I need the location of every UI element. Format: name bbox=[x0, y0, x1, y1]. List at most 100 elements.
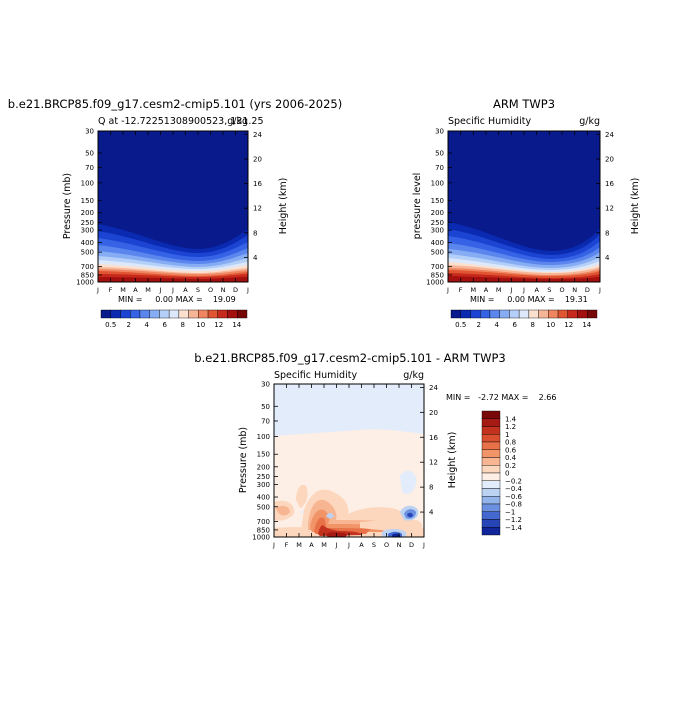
colorbar-swatch bbox=[237, 309, 248, 319]
panel-model-subtitle-left: Q at -12.72251308900523, 131.25 bbox=[98, 116, 264, 127]
panel-obs: ARM TWP3 Specific Humidity g/kg 30 50 70 10… bbox=[412, 97, 641, 329]
colorbar-swatch bbox=[509, 309, 520, 319]
colorbar-swatch bbox=[481, 511, 501, 520]
panel-model-ylabel-left: Pressure (mb) bbox=[62, 173, 73, 239]
x-tick-label: F bbox=[459, 286, 463, 294]
x-tick-label: M bbox=[321, 541, 327, 549]
height-tick-label: 8 bbox=[253, 229, 257, 237]
colorbar-label: 0.2 bbox=[505, 462, 516, 470]
x-tick-label: J bbox=[96, 286, 99, 294]
panel-obs-subtitle-left: Specific Humidity bbox=[448, 116, 531, 127]
colorbar-label: 1 bbox=[505, 431, 509, 439]
y-tick-label: 300 bbox=[257, 481, 270, 489]
colorbar-swatch bbox=[577, 309, 588, 319]
colorbar-label: 14 bbox=[582, 321, 591, 329]
x-tick-label: J bbox=[159, 286, 162, 294]
colorbar-label: −1 bbox=[505, 508, 515, 516]
panel-model-min-max: MIN = 0.00 MAX = 19.09 bbox=[118, 295, 236, 304]
colorbar-swatch bbox=[587, 309, 598, 319]
x-tick-label: D bbox=[585, 286, 590, 294]
y-tick-label: 70 bbox=[261, 417, 270, 425]
panel-obs-title: ARM TWP3 bbox=[493, 97, 555, 111]
y-tick-label: 150 bbox=[257, 451, 270, 459]
y-tick-label: 400 bbox=[431, 239, 444, 247]
diff-upper-negative bbox=[274, 384, 424, 436]
colorbar-swatch bbox=[538, 309, 549, 319]
y-tick-label: 850 bbox=[81, 272, 94, 280]
colorbar-label: −1.4 bbox=[505, 524, 523, 532]
colorbar-swatch bbox=[100, 309, 111, 319]
colorbar-swatch bbox=[450, 309, 461, 319]
panel-model-colorbar: 0.5 2 4 6 8 10 12 14 bbox=[100, 309, 248, 329]
panel-obs-subtitle-right: g/kg bbox=[579, 116, 600, 127]
colorbar-swatch bbox=[481, 488, 501, 497]
colorbar-swatch bbox=[481, 426, 501, 435]
colorbar-swatch bbox=[460, 309, 471, 319]
x-tick-label: A bbox=[183, 286, 188, 294]
colorbar-swatch bbox=[489, 309, 500, 319]
colorbar-swatch bbox=[120, 309, 131, 319]
colorbar-swatch bbox=[188, 309, 199, 319]
x-tick-label: M bbox=[120, 286, 126, 294]
x-tick-label: J bbox=[246, 286, 249, 294]
colorbar-label: 2 bbox=[127, 321, 131, 329]
y-tick-label: 1000 bbox=[76, 279, 94, 287]
x-tick-label: J bbox=[522, 286, 525, 294]
colorbar-label: 0.8 bbox=[505, 439, 516, 447]
panel-obs-min-max: MIN = 0.00 MAX = 19.31 bbox=[470, 295, 588, 304]
y-tick-label: 100 bbox=[81, 179, 94, 187]
y-tick-label: 70 bbox=[85, 164, 94, 172]
x-tick-label: M bbox=[145, 286, 151, 294]
y-tick-label: 300 bbox=[81, 227, 94, 235]
panel-diff-title: b.e21.BRCP85.f09_g17.cesm2-cmip5.101 - A… bbox=[194, 351, 505, 365]
y-tick-label: 250 bbox=[431, 219, 444, 227]
y-tick-label: 30 bbox=[435, 128, 444, 136]
x-tick-label: J bbox=[347, 541, 350, 549]
y-tick-label: 70 bbox=[435, 164, 444, 172]
colorbar-swatch bbox=[129, 309, 141, 319]
panel-diff-subtitle-left: Specific Humidity bbox=[274, 370, 357, 381]
x-tick-label: N bbox=[397, 541, 402, 549]
panel-model-ylabel-right: Height (km) bbox=[278, 178, 289, 235]
x-tick-label: J bbox=[446, 286, 449, 294]
height-tick-label: 8 bbox=[429, 484, 433, 492]
height-tick-label: 4 bbox=[429, 509, 434, 517]
colorbar-swatch bbox=[481, 410, 501, 419]
y-tick-label: 50 bbox=[435, 149, 444, 157]
panel-diff-field bbox=[274, 384, 424, 537]
x-tick-label: J bbox=[422, 541, 425, 549]
x-tick-label: O bbox=[384, 541, 389, 549]
x-tick-label: A bbox=[309, 541, 314, 549]
colorbar-swatch bbox=[481, 503, 501, 512]
y-tick-label: 150 bbox=[81, 197, 94, 205]
colorbar-label: 1.4 bbox=[505, 415, 517, 423]
colorbar-label: 0.4 bbox=[505, 454, 517, 462]
colorbar-swatch bbox=[557, 309, 568, 319]
colorbar-swatch bbox=[227, 309, 238, 319]
colorbar-swatch bbox=[217, 309, 228, 319]
y-tick-label: 700 bbox=[431, 263, 444, 271]
x-tick-label: M bbox=[471, 286, 477, 294]
panel-obs-ylabel-left: pressure level bbox=[412, 173, 423, 240]
x-tick-label: N bbox=[572, 286, 577, 294]
colorbar-swatch bbox=[178, 309, 189, 319]
colorbar-label: 0.5 bbox=[105, 321, 116, 329]
colorbar-swatch bbox=[481, 496, 501, 505]
colorbar-swatch bbox=[481, 472, 501, 481]
x-tick-label: D bbox=[233, 286, 238, 294]
colorbar-label: 10 bbox=[196, 321, 205, 329]
y-tick-label: 500 bbox=[257, 503, 270, 511]
colorbar-swatch bbox=[481, 519, 501, 528]
colorbar-label: −0.6 bbox=[505, 493, 523, 501]
x-tick-label: O bbox=[208, 286, 213, 294]
height-tick-label: 4 bbox=[605, 254, 610, 262]
y-tick-label: 300 bbox=[431, 227, 444, 235]
height-tick-label: 24 bbox=[429, 384, 438, 392]
panel-diff: b.e21.BRCP85.f09_g17.cesm2-cmip5.101 - A… bbox=[194, 351, 556, 549]
colorbar-swatch bbox=[139, 309, 150, 319]
colorbar-label: 1.2 bbox=[505, 423, 516, 431]
y-tick-label: 500 bbox=[431, 249, 444, 257]
height-tick-label: 12 bbox=[429, 459, 438, 467]
y-tick-label: 200 bbox=[431, 209, 444, 217]
